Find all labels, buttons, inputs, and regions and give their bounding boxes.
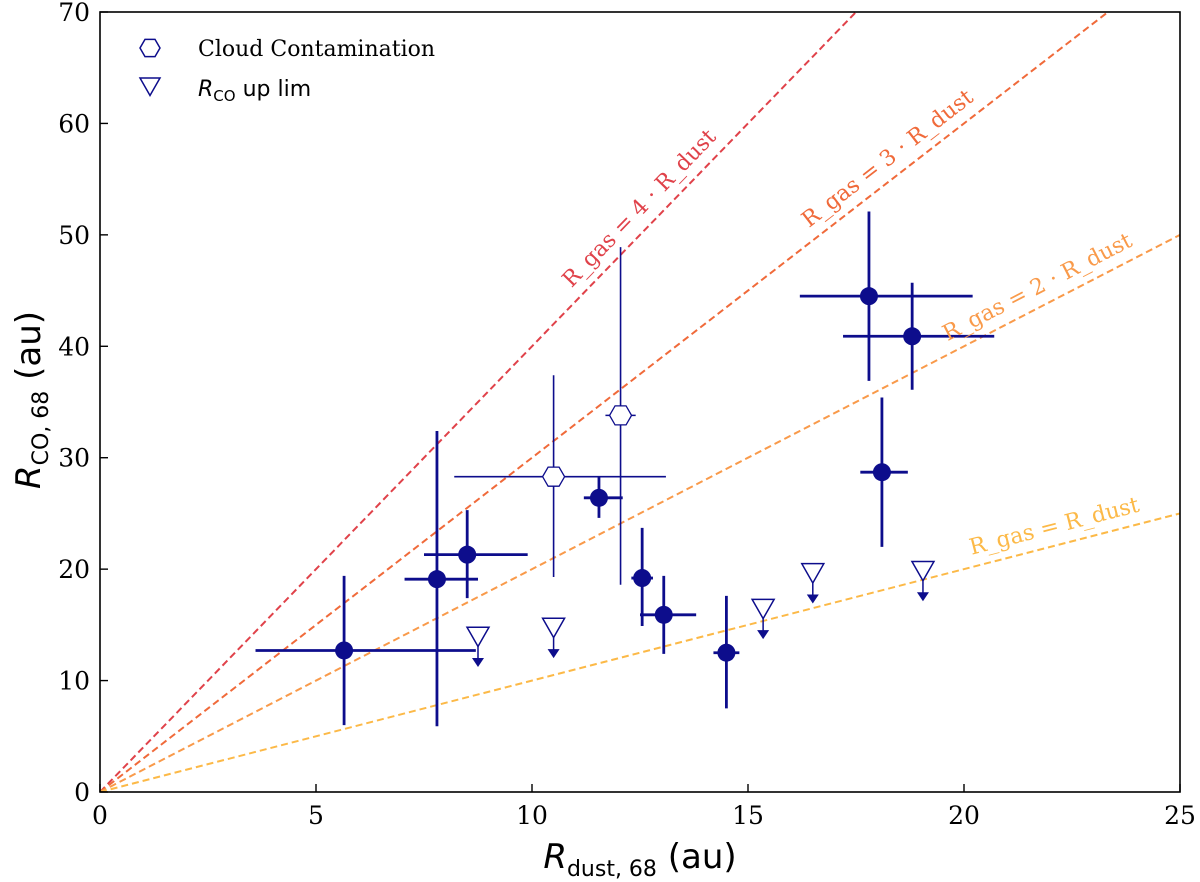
upper-limit-arrow-head xyxy=(547,649,560,659)
y-axis-label: RCO, 68 (au) xyxy=(9,311,54,489)
hexagon-icon xyxy=(139,38,161,58)
x-tick-label: 10 xyxy=(516,801,548,830)
data-point xyxy=(589,488,608,507)
reference-line-labels: R_gas = 4 · R_dust R_gas = 3 · R_dustR_ga… xyxy=(558,85,1142,561)
x-tick-label: 20 xyxy=(948,801,980,830)
data-point xyxy=(335,641,354,660)
reference-line xyxy=(100,512,1180,792)
data-point xyxy=(458,545,477,564)
data-point xyxy=(427,570,446,589)
x-tick-label: 0 xyxy=(92,801,108,830)
y-tick-label: 60 xyxy=(58,109,90,138)
legend-label-rco-up-lim: RCO up lim xyxy=(198,77,311,105)
data-point xyxy=(903,327,922,346)
x-tick-label: 15 xyxy=(732,801,764,830)
reference-line-label: R_gas = 2 · R_dust xyxy=(939,228,1137,346)
upper-limit-arrow-head xyxy=(806,594,819,604)
reference-line xyxy=(100,12,857,792)
y-tick-label: 20 xyxy=(58,555,90,584)
cloud-contamination-point xyxy=(541,466,566,487)
upper-limit-point xyxy=(910,560,936,583)
upper-limit-point xyxy=(465,626,491,648)
axis-ticks: 0 5 10 15 20 25 0 10 20 30 40 50 60 70 xyxy=(58,0,1196,830)
reference-line xyxy=(100,233,1180,792)
x-tick-label: 5 xyxy=(308,801,324,830)
triangle-down-icon xyxy=(138,77,162,98)
data-point xyxy=(654,605,673,624)
cloud-contamination-point xyxy=(608,405,633,426)
x-axis-label: Rdust, 68 (au) xyxy=(543,837,736,882)
y-tick-label: 30 xyxy=(58,444,90,473)
legend: Cloud Contamination RCO up lim xyxy=(138,37,435,105)
data-point xyxy=(717,643,736,662)
y-tick-label: 40 xyxy=(58,332,90,361)
reference-line-label: R_gas = R_dust xyxy=(967,493,1142,561)
y-tick-label: 70 xyxy=(58,0,90,27)
data-markers xyxy=(335,287,936,667)
plot-frame xyxy=(99,11,1181,793)
data-point xyxy=(633,569,652,588)
y-tick-label: 50 xyxy=(58,221,90,250)
y-tick-label: 10 xyxy=(58,667,90,696)
data-point xyxy=(859,287,878,306)
upper-limit-point xyxy=(541,617,566,640)
x-tick-label: 25 xyxy=(1164,801,1196,830)
upper-limit-arrow-head xyxy=(472,658,484,667)
upper-limit-point xyxy=(800,562,826,585)
reference-lines xyxy=(100,12,1180,792)
y-tick-label: 0 xyxy=(74,778,90,807)
reference-line-label: R_gas = 4 · R_dust xyxy=(558,125,722,293)
upper-limit-point xyxy=(750,598,776,621)
legend-triangle-icon xyxy=(138,77,162,98)
upper-limit-arrow-head xyxy=(916,592,929,602)
reference-line xyxy=(100,12,1109,792)
reference-line-label: R_gas = 3 · R_dust xyxy=(797,85,978,233)
legend-hexagon-icon xyxy=(139,38,161,58)
data-point xyxy=(872,463,891,482)
legend-label-cloud-contamination: Cloud Contamination xyxy=(198,37,435,62)
upper-limit-arrow-head xyxy=(757,630,770,640)
